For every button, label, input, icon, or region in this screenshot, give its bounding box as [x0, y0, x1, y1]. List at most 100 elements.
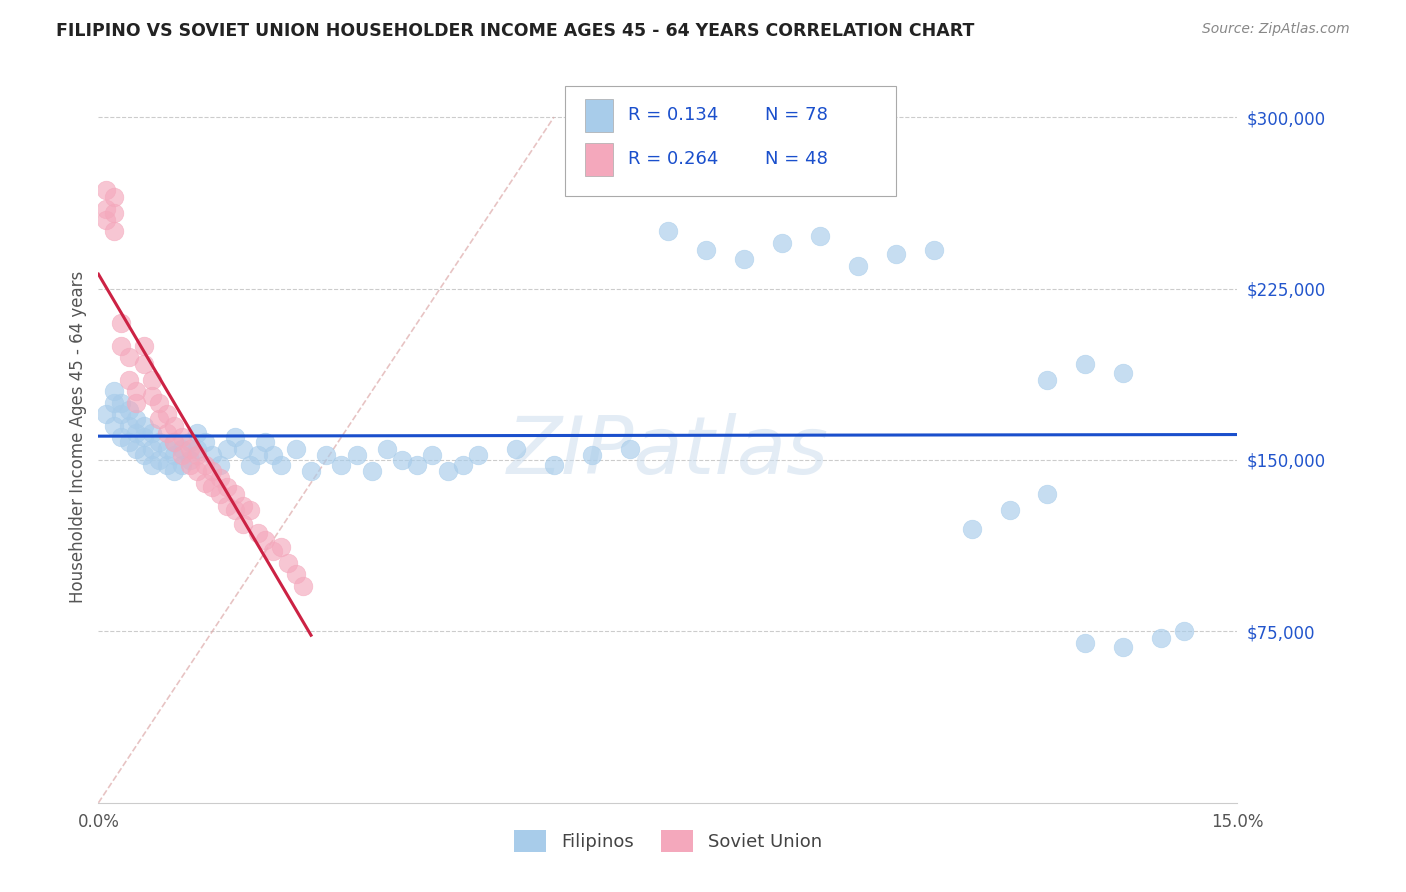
Point	[186, 442, 208, 456]
Point	[224, 430, 246, 444]
Point	[132, 430, 155, 444]
Point	[141, 425, 163, 440]
Point	[170, 442, 193, 456]
Point	[315, 448, 337, 462]
Point	[201, 480, 224, 494]
Point	[94, 213, 117, 227]
Point	[201, 448, 224, 462]
Point	[118, 402, 141, 417]
Point	[277, 556, 299, 570]
Text: FILIPINO VS SOVIET UNION HOUSEHOLDER INCOME AGES 45 - 64 YEARS CORRELATION CHART: FILIPINO VS SOVIET UNION HOUSEHOLDER INC…	[56, 22, 974, 40]
Point	[132, 357, 155, 371]
Point	[118, 350, 141, 364]
Point	[148, 453, 170, 467]
Point	[292, 579, 315, 593]
Point	[125, 425, 148, 440]
Point	[103, 418, 125, 433]
Point	[156, 458, 179, 472]
Point	[132, 418, 155, 433]
Point	[808, 228, 831, 243]
Point	[179, 453, 201, 467]
Point	[110, 407, 132, 421]
Point	[163, 448, 186, 462]
Point	[94, 202, 117, 216]
Point	[141, 458, 163, 472]
Point	[1074, 357, 1097, 371]
Point	[998, 503, 1021, 517]
Point	[163, 418, 186, 433]
Point	[299, 464, 322, 478]
Point	[179, 434, 201, 449]
Point	[141, 389, 163, 403]
Y-axis label: Householder Income Ages 45 - 64 years: Householder Income Ages 45 - 64 years	[69, 271, 87, 603]
Text: ZIPatlas: ZIPatlas	[506, 413, 830, 491]
Point	[186, 464, 208, 478]
Point	[118, 434, 141, 449]
Point	[262, 544, 284, 558]
Point	[262, 448, 284, 462]
Point	[391, 453, 413, 467]
Point	[208, 471, 231, 485]
Point	[156, 425, 179, 440]
Text: N = 78: N = 78	[765, 106, 828, 124]
Point	[148, 396, 170, 410]
Point	[179, 458, 201, 472]
Point	[132, 448, 155, 462]
Point	[217, 480, 239, 494]
Point	[94, 407, 117, 421]
Point	[194, 475, 217, 490]
Point	[217, 442, 239, 456]
Point	[148, 411, 170, 425]
Point	[1036, 487, 1059, 501]
Point	[208, 458, 231, 472]
Point	[232, 442, 254, 456]
Point	[375, 442, 398, 456]
Point	[170, 458, 193, 472]
Point	[246, 526, 269, 541]
Point	[232, 499, 254, 513]
Point	[103, 190, 125, 204]
Point	[201, 464, 224, 478]
Point	[132, 338, 155, 352]
Point	[141, 442, 163, 456]
Point	[163, 434, 186, 449]
FancyBboxPatch shape	[585, 143, 613, 176]
Point	[125, 411, 148, 425]
Point	[284, 442, 307, 456]
Point	[110, 430, 132, 444]
Point	[657, 224, 679, 238]
Point	[170, 430, 193, 444]
Point	[103, 224, 125, 238]
Point	[695, 243, 717, 257]
Point	[208, 487, 231, 501]
Point	[103, 206, 125, 220]
Point	[186, 448, 208, 462]
Point	[224, 503, 246, 517]
Point	[884, 247, 907, 261]
Legend: Filipinos, Soviet Union: Filipinos, Soviet Union	[506, 823, 830, 860]
Text: R = 0.264: R = 0.264	[628, 150, 718, 168]
Point	[422, 448, 444, 462]
Point	[194, 458, 217, 472]
Point	[224, 487, 246, 501]
Point	[270, 458, 292, 472]
Point	[330, 458, 353, 472]
Text: N = 48: N = 48	[765, 150, 828, 168]
Text: R = 0.134: R = 0.134	[628, 106, 718, 124]
Point	[156, 407, 179, 421]
Point	[922, 243, 945, 257]
Point	[770, 235, 793, 250]
Point	[960, 521, 983, 535]
Point	[733, 252, 755, 266]
Point	[125, 396, 148, 410]
Point	[170, 448, 193, 462]
Point	[406, 458, 429, 472]
Point	[581, 448, 603, 462]
Point	[118, 373, 141, 387]
Point	[110, 338, 132, 352]
Point	[254, 434, 277, 449]
Point	[436, 464, 458, 478]
Point	[846, 259, 869, 273]
Point	[110, 316, 132, 330]
Point	[346, 448, 368, 462]
